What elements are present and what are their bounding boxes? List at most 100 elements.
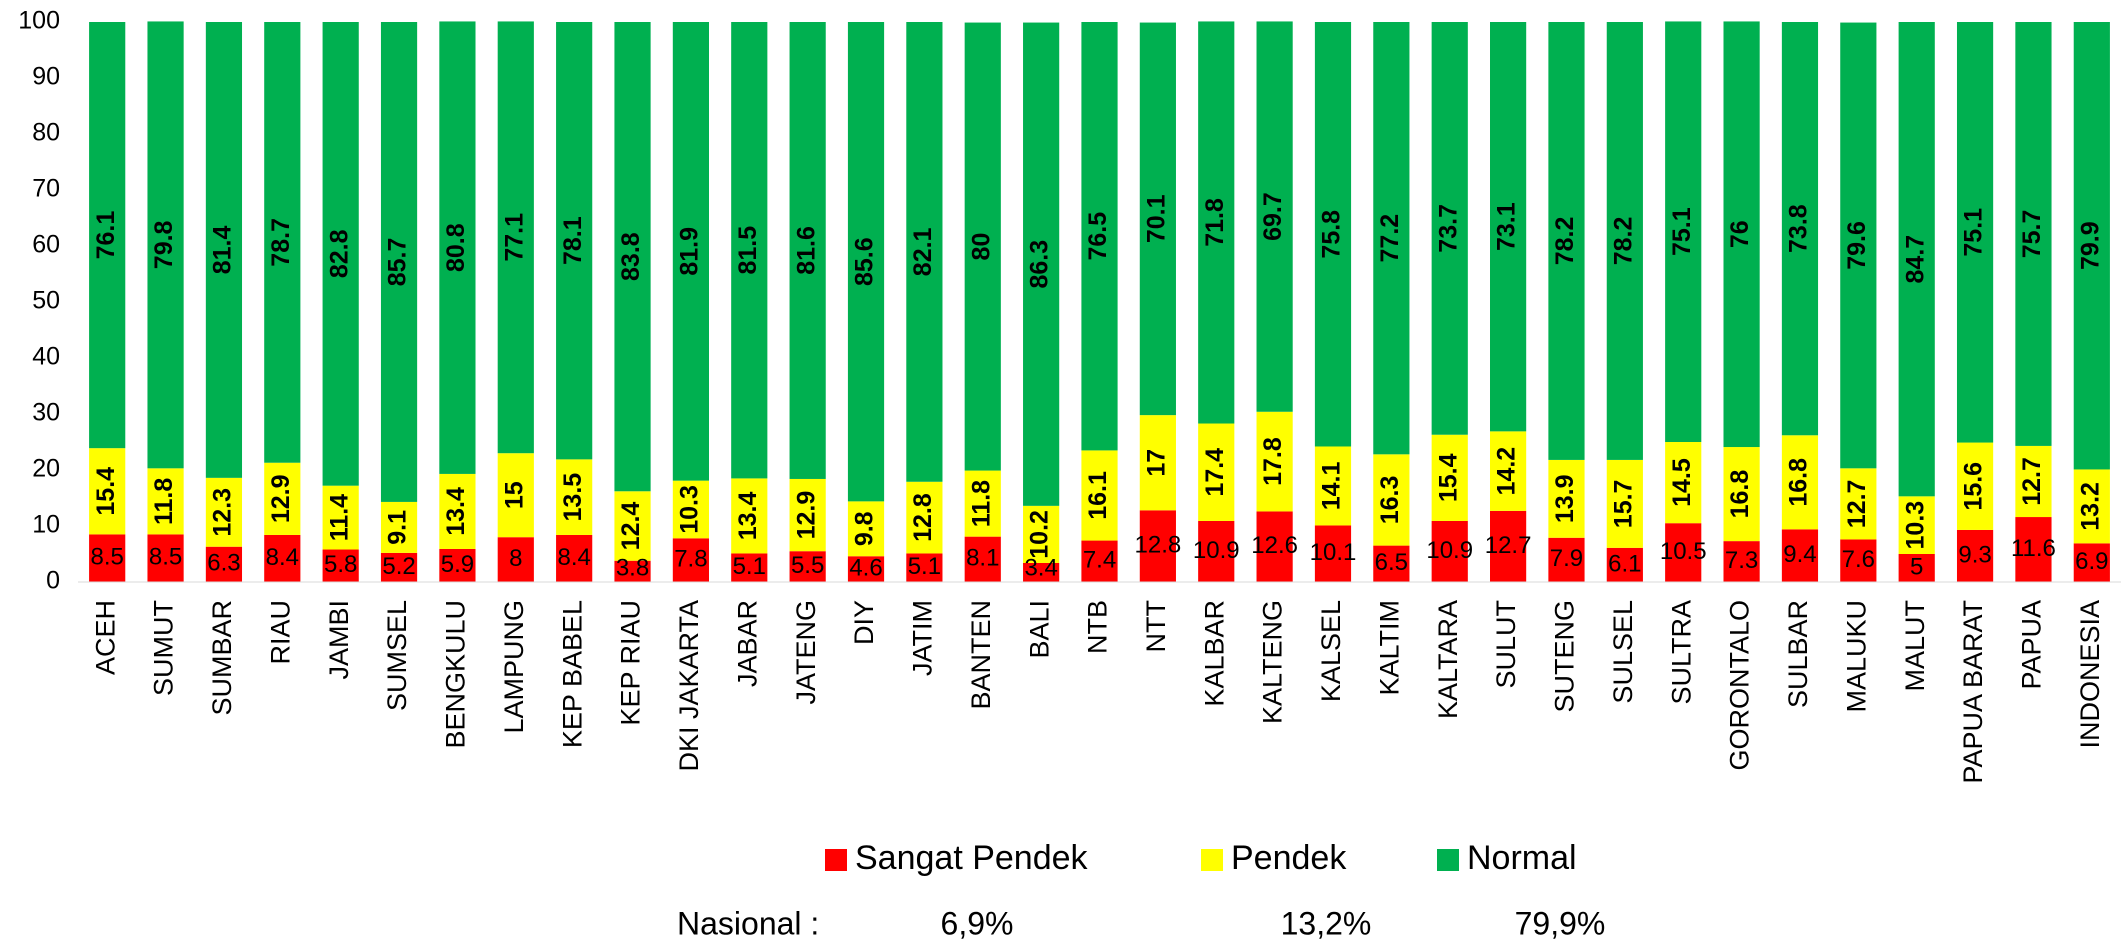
bar-segment (2073, 469, 2110, 544)
data-label: 12.9 (267, 475, 295, 524)
bar-segment (1548, 537, 1585, 582)
bar-segment (1314, 22, 1352, 447)
bar-segment (731, 22, 768, 479)
bar-segment (1898, 22, 1935, 497)
data-label: 86.3 (1026, 240, 1054, 289)
data-label: 9.8 (851, 511, 879, 546)
x-tick-label: ACEH (90, 600, 120, 675)
data-label: 75.1 (1668, 207, 1696, 256)
bar-segment (264, 462, 301, 535)
data-label: 79.6 (1843, 221, 1871, 270)
bar-segment (1840, 22, 1877, 469)
x-tick-label: NTB (1083, 600, 1113, 654)
x-tick-label: MALUT (1900, 600, 1930, 692)
data-label: 6.3 (207, 550, 240, 577)
bar-segment (906, 553, 943, 582)
bar-segment (1431, 434, 1468, 521)
bar-segment (1023, 562, 1060, 582)
x-tick-label: SUMUT (149, 600, 179, 696)
data-label: 15.7 (1609, 480, 1637, 529)
data-label: 13.5 (559, 473, 587, 522)
bar-segment (1256, 511, 1293, 582)
data-label: 85.6 (851, 237, 879, 286)
bar-segment (1723, 447, 1760, 542)
data-label: 13.4 (442, 487, 470, 536)
bar-segment (1665, 523, 1702, 582)
data-label: 71.8 (1201, 198, 1229, 247)
bar-segment (1723, 541, 1760, 582)
data-label: 17 (1142, 449, 1170, 477)
bar-segment (1956, 529, 1994, 582)
data-label: 75.7 (2018, 210, 2046, 259)
bar-segment (614, 22, 651, 492)
data-label: 11.8 (967, 480, 995, 527)
data-label: 80 (967, 233, 995, 261)
data-label: 82.8 (325, 229, 353, 278)
data-label: 77.1 (500, 213, 528, 262)
bar-segment (1431, 22, 1468, 435)
data-label: 7.8 (674, 546, 707, 573)
bar-segment (322, 485, 359, 550)
x-tick-label: SUMBAR (207, 600, 237, 716)
data-label: 12.7 (1485, 532, 1532, 559)
data-label: 14.5 (1668, 458, 1696, 507)
x-tick-label: KALTENG (1258, 600, 1288, 724)
bar-segment (1606, 547, 1643, 582)
x-tick-label: SUTENG (1550, 600, 1580, 713)
data-label: 7.9 (1550, 545, 1583, 572)
data-label: 81.6 (792, 226, 820, 275)
bar-segment (1898, 554, 1935, 582)
bar-segment (1781, 435, 1819, 530)
bar-segment (731, 553, 768, 582)
data-label: 10.2 (1026, 510, 1054, 559)
data-label: 84.7 (1901, 235, 1929, 284)
bar-segment (264, 22, 301, 463)
bar-segment (1606, 22, 1643, 460)
data-label: 8.5 (149, 544, 182, 571)
data-label: 7.4 (1083, 547, 1116, 574)
legend-label: Sangat Pendek (855, 839, 1089, 877)
bar-segment (1373, 545, 1410, 582)
bar-segment (906, 481, 943, 554)
x-tick-label: KALBAR (1199, 600, 1229, 707)
bar-segment (1139, 415, 1176, 511)
bar-segment (1139, 510, 1176, 582)
data-label: 11.8 (150, 478, 178, 525)
data-label: 78.2 (1551, 217, 1579, 266)
bar-segment (1081, 22, 1118, 451)
bar-segment (1023, 22, 1060, 506)
data-label: 85.7 (384, 238, 412, 287)
bar-segment (2015, 22, 2052, 446)
bar-segment (2073, 22, 2110, 470)
data-label: 10.1 (1310, 539, 1357, 566)
x-tick-label: BANTEN (966, 600, 996, 710)
data-label: 9.4 (1783, 541, 1816, 568)
legend-label: Pendek (1231, 839, 1347, 877)
data-label: 77.2 (1376, 214, 1404, 263)
plot-area (89, 21, 2110, 582)
data-label: 73.8 (1785, 204, 1813, 253)
bar-segment (380, 501, 418, 553)
data-label: 12.6 (1251, 532, 1298, 559)
bar-segment (1781, 529, 1819, 582)
bar-segment (1490, 510, 1527, 582)
bar-segment (497, 21, 534, 454)
data-label: 10.5 (1660, 538, 1707, 565)
y-tick-label: 70 (32, 175, 60, 203)
data-label: 8 (509, 545, 522, 572)
bar-segment (1723, 21, 1760, 448)
bar-segment (89, 22, 126, 449)
bar-segment (614, 491, 651, 561)
bar-segment (439, 21, 476, 474)
data-label: 7.3 (1725, 547, 1758, 574)
bar-segment (672, 538, 709, 582)
bar-segment (1898, 496, 1935, 554)
data-label: 12.7 (2018, 457, 2046, 506)
x-tick-label: INDONESIA (2075, 600, 2105, 749)
bar-segment (1606, 459, 1643, 548)
data-label: 73.7 (1434, 204, 1462, 253)
data-label: 13.4 (734, 492, 762, 541)
bar-segment (789, 22, 826, 479)
bar-segment (380, 22, 418, 502)
